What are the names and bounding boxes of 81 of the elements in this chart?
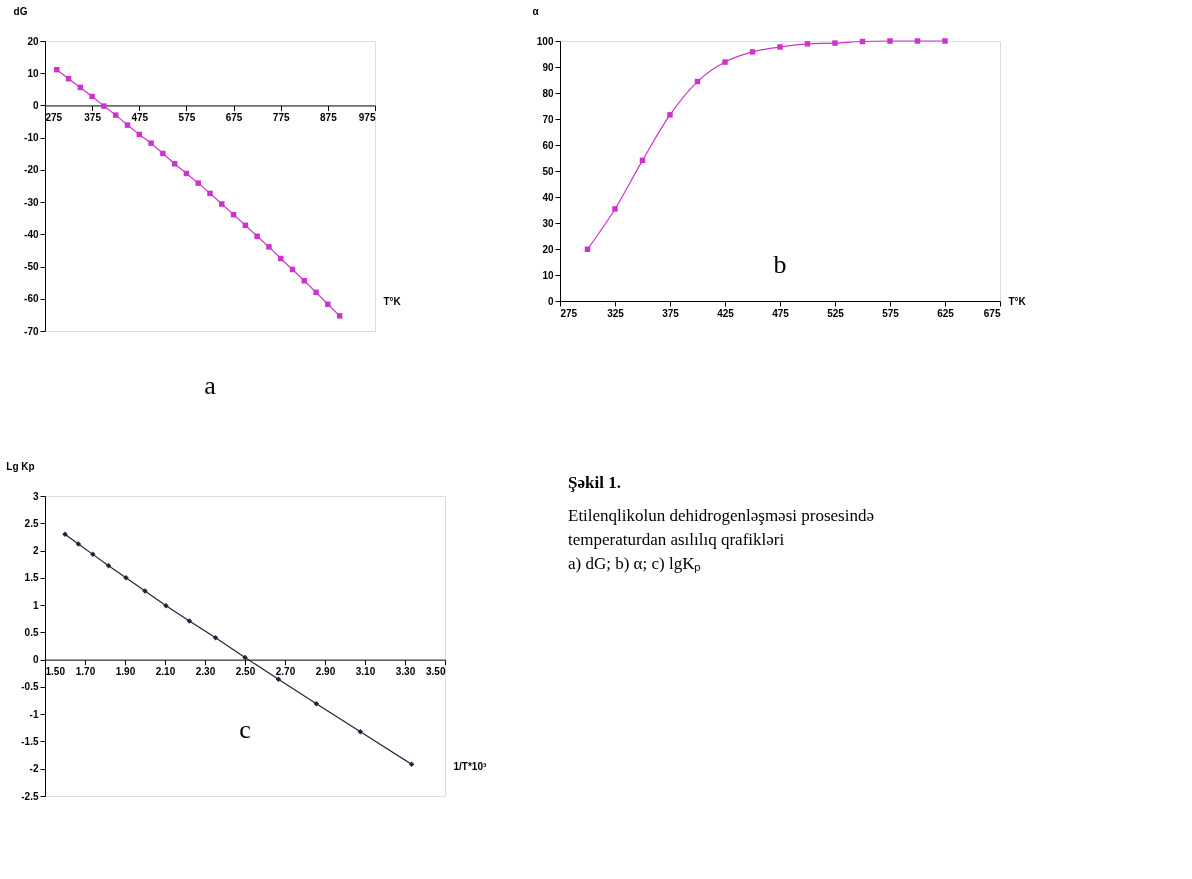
x-tick-label: 475 (772, 307, 790, 319)
annotation: b (773, 249, 787, 279)
x-tick-label: 2.90 (315, 666, 336, 678)
point (313, 701, 320, 707)
x-tick-label: 3.50 (426, 666, 446, 678)
y-tick-label: -1.5 (21, 735, 39, 747)
point (186, 618, 193, 624)
x-axis-title: T°K (1008, 295, 1027, 307)
x-tick-label: 275 (560, 307, 578, 319)
x-tick-label: 375 (662, 307, 680, 319)
x-tick-label: 375 (84, 111, 102, 123)
x-tick-label: 2.70 (275, 666, 296, 678)
x-axis-title: T°K (383, 295, 402, 307)
y-tick-label: -30 (24, 196, 39, 208)
x-tick-label: 675 (983, 307, 1001, 319)
y-tick-label: -10 (24, 132, 39, 144)
annotation: c (239, 715, 251, 744)
x-tick-label: 1.70 (75, 666, 96, 678)
x-tick-label: 975 (358, 111, 376, 123)
y-tick-label: 2.5 (24, 517, 39, 529)
x-tick-label: 875 (320, 111, 338, 123)
y-tick-label: 0 (547, 295, 554, 307)
y-tick-label: 100 (536, 35, 554, 47)
y-tick-label: -1 (29, 708, 39, 720)
point (163, 602, 169, 609)
point (212, 635, 219, 641)
y-tick-label: 70 (542, 113, 554, 125)
point (90, 551, 96, 558)
x-tick-label: 3.10 (355, 666, 376, 678)
y-tick-label: 0 (32, 99, 39, 111)
point (75, 541, 82, 547)
point (105, 563, 112, 569)
y-tick-label: 0.5 (24, 626, 39, 638)
y-tick-label: 60 (542, 139, 554, 151)
y-tick-label: 1.5 (24, 572, 39, 584)
y-tick-label: 10 (27, 67, 39, 79)
x-tick-label: 1.90 (115, 666, 136, 678)
x-tick-label: 475 (131, 111, 149, 123)
y-tick-label: 80 (542, 87, 554, 99)
x-tick-label: 2.50 (235, 666, 256, 678)
y-tick-label: 1 (32, 599, 39, 611)
x-tick-label: 275 (45, 111, 63, 123)
y-tick-label: -2 (29, 763, 39, 775)
y-tick-label: 2 (32, 545, 39, 557)
y-tick-label: 50 (542, 165, 554, 177)
text: a (204, 371, 217, 400)
text: a) dG; b) α; c) lgKₚ (568, 554, 702, 574)
point (242, 654, 248, 661)
y-tick-label: 90 (542, 61, 554, 73)
x-tick-label: 575 (882, 307, 900, 319)
y-tick-label: -0.5 (21, 681, 39, 693)
y-axis-title: dG (13, 5, 28, 17)
y-tick-label: 0 (32, 654, 39, 666)
x-tick-label: 775 (272, 111, 290, 123)
y-tick-label: 10 (542, 269, 554, 281)
y-tick-label: -50 (24, 261, 39, 273)
x-tick-label: 575 (178, 111, 196, 123)
y-tick-label: 3 (32, 490, 39, 502)
x-tick-label: 1.50 (45, 666, 66, 678)
x-tick-label: 675 (225, 111, 243, 123)
y-tick-label: -60 (24, 293, 39, 305)
x-tick-label: 3.30 (395, 666, 416, 678)
y-tick-label: -70 (24, 325, 39, 337)
y-tick-label: 40 (542, 191, 554, 203)
x-axis-title: 1/T*10³ (453, 760, 487, 772)
x-tick-label: 425 (717, 307, 735, 319)
x-tick-label: 525 (827, 307, 845, 319)
y-tick-label: 20 (27, 35, 39, 47)
y-axis-title: Lg Kp (6, 460, 35, 472)
x-tick-label: 2.30 (195, 666, 216, 678)
x-tick-label: 325 (607, 307, 625, 319)
y-tick-label: -20 (24, 164, 39, 176)
x-tick-label: 2.10 (155, 666, 176, 678)
x-tick-label: 625 (937, 307, 955, 319)
y-tick-label: 30 (542, 217, 554, 229)
y-tick-label: -40 (24, 228, 39, 240)
y-tick-label: -2.5 (21, 790, 39, 802)
y-axis-title: α (532, 5, 540, 17)
y-tick-label: 20 (542, 243, 554, 255)
point (275, 676, 282, 683)
text: Şəkil 1. (568, 473, 621, 492)
